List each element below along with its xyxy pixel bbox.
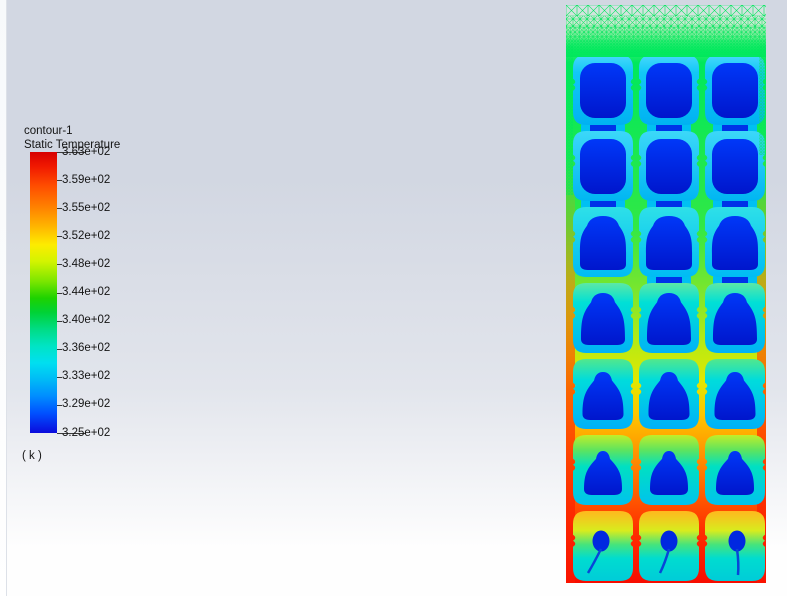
cell-core — [580, 139, 626, 194]
legend-series-name: contour-1 — [24, 125, 73, 137]
colorbar-tick — [57, 320, 62, 322]
colorbar-tick-label: 3.52e+02 — [62, 229, 111, 242]
colorbar-tick-label: 3.29e+02 — [62, 398, 111, 411]
colorbar-tick — [57, 236, 62, 238]
mesh-band — [566, 5, 766, 16]
colorbar-tick — [57, 376, 62, 378]
cell-core — [579, 216, 627, 270]
cell-core-tail — [586, 548, 603, 574]
contour-canvas[interactable] — [566, 5, 766, 583]
colorbar-tick-label: 3.48e+02 — [62, 257, 111, 270]
colorbar-tick-label: 3.63e+02 — [62, 145, 111, 158]
contour-plot[interactable] — [566, 5, 766, 583]
cell-core-tail — [658, 548, 671, 574]
colorbar-tick-label: 3.55e+02 — [62, 201, 111, 214]
colorbar-tick — [57, 208, 62, 210]
cell-core — [580, 63, 626, 118]
cell-core — [712, 139, 758, 194]
colorbar-tick-label: 3.59e+02 — [62, 173, 111, 186]
cell-core — [646, 139, 692, 194]
cell-core — [713, 293, 757, 345]
cell-core — [711, 216, 759, 270]
cell-core — [728, 530, 746, 552]
colorbar-tick — [57, 264, 62, 266]
contour-legend: contour-1 Static Temperature ( k ) 3.63e… — [22, 124, 182, 484]
cell-core — [645, 216, 693, 270]
colorbar-tick — [57, 404, 62, 406]
colorbar-tick — [57, 348, 62, 350]
colorbar-tick — [57, 292, 62, 294]
cell-core — [650, 451, 688, 495]
window-left-highlight — [0, 0, 7, 596]
hot-left-wall — [566, 155, 575, 583]
mesh-left-strip — [566, 45, 573, 195]
colorbar-tick — [57, 152, 85, 153]
cell-core — [660, 530, 678, 552]
cell-core — [646, 63, 692, 118]
mesh-fade — [566, 31, 766, 57]
cell-core — [714, 372, 756, 420]
cell-core — [581, 293, 625, 345]
cell-core — [647, 293, 691, 345]
legend-unit: ( k ) — [22, 450, 42, 462]
cell-core — [712, 63, 758, 118]
colorbar-tick-label: 3.40e+02 — [62, 314, 111, 327]
cell-core — [592, 530, 610, 552]
colorbar — [30, 152, 57, 433]
cell-core — [716, 451, 754, 495]
colorbar-tick-label: 3.25e+02 — [62, 426, 111, 439]
cell-core-tail — [735, 548, 740, 576]
cell-core — [584, 451, 622, 495]
colorbar-tick-label: 3.33e+02 — [62, 370, 111, 383]
mesh-band — [566, 16, 766, 27]
mesh-right-strip — [759, 45, 766, 155]
legend-field-name: Static Temperature — [24, 139, 121, 151]
colorbar-tick — [57, 433, 85, 434]
colorbar-tick-label: 3.44e+02 — [62, 286, 111, 298]
cell-core — [582, 372, 624, 420]
cell-core — [648, 372, 690, 420]
colorbar-tick — [57, 180, 62, 182]
colorbar-tick-label: 3.36e+02 — [62, 342, 111, 355]
